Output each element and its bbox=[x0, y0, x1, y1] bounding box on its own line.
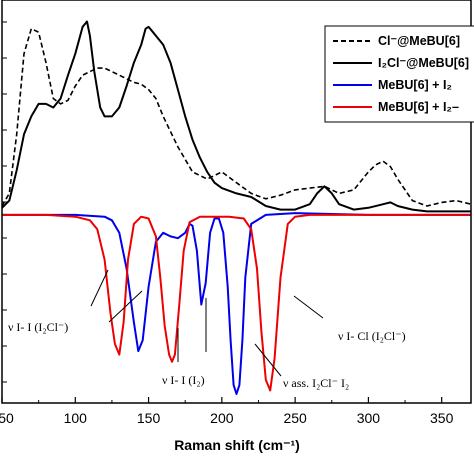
legend-label-1: Cl⁻@MeBU[6] bbox=[378, 34, 460, 48]
x-tick-label: 350 bbox=[430, 410, 454, 426]
annotation-ass-i2cl-i2: ν ass. I₂Cl⁻ I₂ bbox=[283, 376, 349, 390]
legend-entries: Cl⁻@MeBU[6] I₂Cl⁻@MeBU[6] MeBU[6] + I₂ MeBU… bbox=[333, 34, 469, 114]
annotations: ν I- I (I₂Cl⁻) ν I- I (I₂) ν ass. I₂Cl⁻ … bbox=[8, 269, 406, 390]
series-layer bbox=[1, 20, 472, 395]
legend-label-3: MeBU[6] + I₂ bbox=[378, 78, 452, 92]
annotation-arrow bbox=[90, 269, 109, 307]
x-axis-title: Raman shift (cm⁻¹) bbox=[174, 437, 300, 453]
annotation-i-cl-i2cl: ν I- Cl (I₂Cl⁻) bbox=[338, 329, 406, 343]
x-tick-label: 100 bbox=[64, 410, 88, 426]
series-line-1 bbox=[1, 27, 472, 207]
annotation-arrow bbox=[293, 295, 324, 319]
x-tick-label: 200 bbox=[210, 410, 234, 426]
x-tick-label: 250 bbox=[283, 410, 307, 426]
x-tick-label: 150 bbox=[137, 410, 161, 426]
annotation-i-i-i2: ν I- I (I₂) bbox=[162, 373, 205, 387]
annotation-arrow bbox=[254, 343, 282, 377]
series-line-2 bbox=[1, 20, 471, 213]
legend-label-4: MeBU[6] + I₂– bbox=[378, 100, 459, 114]
annotation-arrow bbox=[108, 290, 143, 323]
x-tick-label: 300 bbox=[357, 410, 381, 426]
series-line-4 bbox=[2, 213, 471, 392]
series-line-3 bbox=[2, 212, 471, 395]
legend: Cl⁻@MeBU[6] I₂Cl⁻@MeBU[6] MeBU[6] + I₂ MeBU… bbox=[324, 25, 474, 123]
annotation-i-i-i2cl: ν I- I (I₂Cl⁻) bbox=[8, 320, 68, 334]
legend-label-2: I₂Cl⁻@MeBU[6] bbox=[378, 56, 469, 70]
tick-layer: 50 100 150 200 250 300 350 bbox=[0, 21, 454, 426]
x-tick-label: 50 bbox=[0, 410, 14, 426]
